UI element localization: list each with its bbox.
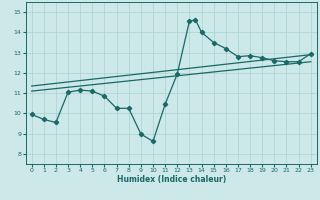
X-axis label: Humidex (Indice chaleur): Humidex (Indice chaleur) bbox=[116, 175, 226, 184]
